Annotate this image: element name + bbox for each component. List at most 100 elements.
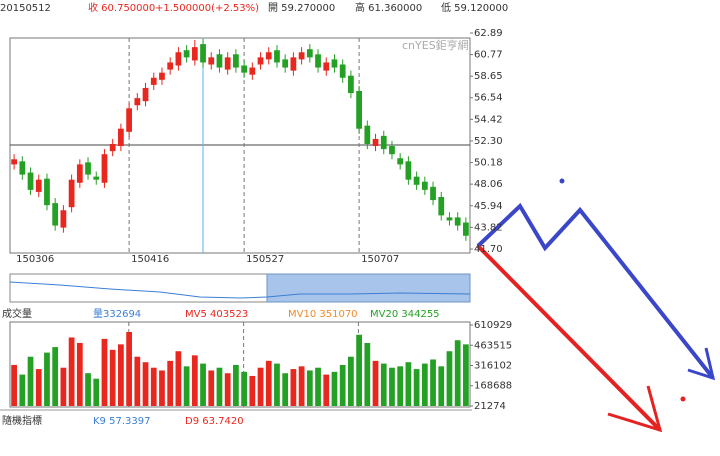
candle-body: [413, 176, 420, 185]
candle-body: [134, 98, 141, 106]
candle-body: [11, 159, 17, 165]
candle-body: [454, 217, 461, 226]
candle-body: [44, 178, 50, 206]
volume-bar: [109, 349, 116, 406]
volume-bar: [380, 363, 387, 406]
candle-body: [191, 47, 198, 61]
volume-bar: [44, 352, 50, 406]
volume-bar: [159, 370, 165, 406]
volume-bar: [101, 338, 108, 406]
y-tick-label: 58.65: [474, 71, 503, 82]
candle-body: [430, 186, 436, 201]
volume-bar: [76, 342, 83, 406]
candle-body: [60, 210, 67, 228]
volume-bar: [413, 369, 420, 406]
candle-body: [290, 57, 297, 71]
candle-body: [331, 59, 338, 68]
volume-bar: [405, 362, 412, 406]
volume-bar: [421, 363, 428, 406]
candle-body: [101, 154, 108, 183]
volume-bar: [265, 360, 272, 406]
volume-bar: [60, 367, 67, 406]
candle-body: [405, 161, 412, 180]
x-tick-label: 150416: [131, 254, 169, 265]
candle-body: [52, 203, 59, 226]
candle-body: [438, 197, 445, 216]
volume-bar: [191, 355, 198, 406]
candle-body: [167, 62, 174, 70]
candle-body: [208, 57, 215, 65]
legend-entry: MV20 344255: [370, 309, 440, 320]
volume-bar: [430, 359, 436, 406]
y-tick-label: 168688: [474, 381, 512, 392]
y-tick-label: 60.77: [474, 50, 503, 61]
x-tick-label: 150306: [16, 254, 54, 265]
volume-bar: [315, 367, 321, 406]
volume-bar: [397, 366, 404, 406]
y-tick-label: 54.42: [474, 114, 503, 125]
candle-body: [118, 128, 124, 147]
volume-bar: [306, 370, 313, 406]
volume-bar: [290, 369, 297, 406]
candle-body: [446, 217, 453, 221]
navigator-window: [266, 273, 471, 303]
legend-entry: D9 63.7420: [185, 416, 244, 427]
volume-bar: [446, 351, 453, 406]
y-tick-label: 52.30: [474, 136, 503, 147]
navigator-line: [9, 281, 471, 299]
legend-entry: MV10 351070: [288, 309, 358, 320]
volume-bar: [11, 364, 17, 406]
change: +1.500000(+2.53%): [155, 3, 259, 14]
candle-body: [389, 146, 395, 155]
y-tick-label: 41.70: [474, 244, 503, 255]
y-tick-label: 48.06: [474, 179, 503, 190]
volume-frame: [9, 321, 471, 408]
candle-body: [241, 65, 247, 73]
candle-body: [19, 161, 26, 175]
volume-bar: [298, 366, 305, 406]
volume-bar: [19, 374, 26, 406]
volume-bar: [331, 371, 338, 406]
volume-bar: [241, 371, 247, 406]
volume-bar: [208, 370, 215, 406]
legend-entry: MV5 403523: [185, 309, 248, 320]
volume-bar: [339, 364, 346, 406]
candle-body: [397, 158, 404, 165]
candle-body: [183, 50, 190, 58]
candle-body: [364, 125, 371, 145]
volume-bar: [224, 373, 231, 406]
y-tick-label: 62.89: [474, 28, 503, 39]
candle-body: [306, 49, 313, 58]
kd-title: 隨機指標: [2, 414, 42, 427]
candle-body: [249, 67, 256, 75]
candle-body: [233, 54, 239, 68]
volume-bar: [175, 351, 182, 406]
legend-entry: 量332694: [93, 308, 141, 320]
candle-body: [421, 181, 428, 190]
candle-body: [85, 162, 91, 175]
volume-bar: [93, 378, 100, 406]
volume-title: 成交量: [2, 307, 32, 320]
candle-body: [380, 135, 387, 150]
volume-bar: [118, 344, 124, 406]
volume-bar: [323, 374, 330, 406]
candle-body: [356, 91, 362, 129]
volume-bar: [364, 342, 371, 406]
x-tick-label: 150707: [361, 254, 399, 265]
volume-bar: [142, 362, 149, 406]
candle-body: [68, 179, 75, 208]
y-tick-label: 45.94: [474, 201, 503, 212]
volume-bar: [389, 367, 395, 406]
volume-bar: [35, 369, 42, 406]
candle-body: [126, 108, 132, 132]
volume-bar: [167, 360, 174, 406]
candle-body: [282, 59, 289, 68]
candle-body: [216, 54, 223, 68]
volume-bar: [257, 367, 264, 406]
volume-bar: [85, 373, 91, 406]
volume-bar: [348, 356, 354, 406]
watermark: cnYES鉅亨網: [402, 38, 469, 52]
volume-bar: [52, 347, 59, 406]
candle-body: [315, 54, 321, 68]
